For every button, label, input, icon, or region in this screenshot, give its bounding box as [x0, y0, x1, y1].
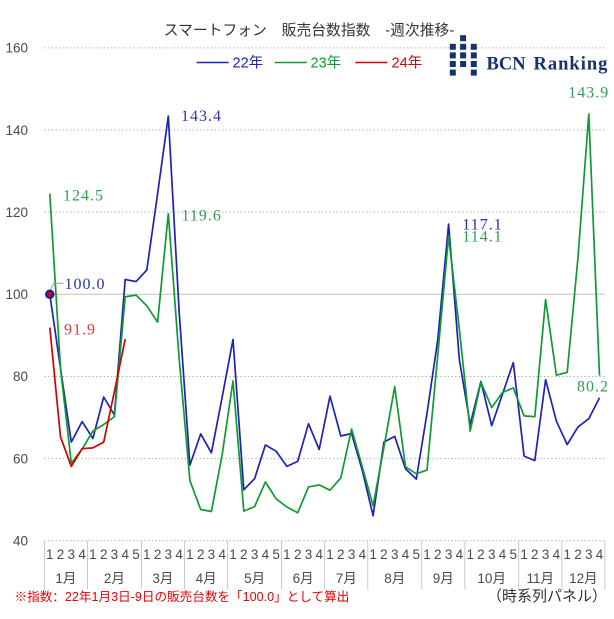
svg-text:4: 4 [218, 547, 226, 562]
svg-text:7月: 7月 [336, 571, 357, 586]
svg-text:23年: 23年 [311, 55, 342, 72]
svg-text:4: 4 [121, 547, 129, 562]
svg-text:100: 100 [5, 287, 28, 302]
svg-text:※指数：22年1月3日-9日の販売台数を「100.0」として: ※指数：22年1月3日-9日の販売台数を「100.0」として算出 [15, 589, 350, 604]
svg-text:8月: 8月 [384, 571, 405, 586]
svg-text:4: 4 [175, 547, 183, 562]
svg-text:スマートフォン 販売台数指数 -週次推移-: スマートフォン 販売台数指数 -週次推移- [164, 22, 455, 39]
svg-text:1: 1 [46, 547, 54, 562]
svg-text:4: 4 [78, 547, 86, 562]
svg-text:160: 160 [5, 41, 28, 56]
svg-text:3: 3 [542, 547, 550, 562]
svg-text:3: 3 [391, 547, 399, 562]
svg-text:4: 4 [359, 547, 367, 562]
svg-text:3: 3 [348, 547, 356, 562]
svg-text:1: 1 [229, 547, 237, 562]
svg-text:2月: 2月 [104, 571, 125, 586]
svg-text:11月: 11月 [526, 571, 554, 586]
svg-text:10月: 10月 [477, 571, 506, 586]
svg-text:3: 3 [305, 547, 313, 562]
svg-text:2: 2 [57, 547, 65, 562]
svg-text:1: 1 [466, 547, 474, 562]
svg-text:1: 1 [326, 547, 334, 562]
svg-text:1: 1 [89, 547, 97, 562]
svg-text:1月: 1月 [55, 571, 76, 586]
svg-text:BCN: BCN [487, 55, 527, 75]
svg-text:2: 2 [240, 547, 248, 562]
svg-text:1: 1 [423, 547, 431, 562]
svg-text:22年: 22年 [233, 55, 264, 72]
svg-text:4: 4 [402, 547, 410, 562]
svg-text:Ranking: Ranking [534, 55, 609, 75]
svg-text:2: 2 [380, 547, 388, 562]
svg-text:91.9: 91.9 [64, 322, 96, 339]
svg-text:2: 2 [477, 547, 485, 562]
svg-text:2: 2 [294, 547, 302, 562]
svg-text:5: 5 [413, 547, 421, 562]
svg-text:100.0: 100.0 [65, 276, 106, 293]
svg-text:5月: 5月 [244, 571, 265, 586]
svg-text:3: 3 [445, 547, 453, 562]
svg-text:2: 2 [197, 547, 205, 562]
svg-text:4: 4 [596, 547, 604, 562]
svg-text:4: 4 [315, 547, 323, 562]
svg-text:120: 120 [5, 205, 28, 220]
svg-text:3月: 3月 [152, 571, 173, 586]
svg-text:24年: 24年 [392, 55, 423, 72]
svg-text:1: 1 [283, 547, 291, 562]
svg-text:124.5: 124.5 [63, 187, 104, 204]
svg-text:5: 5 [272, 547, 280, 562]
svg-text:143.9: 143.9 [568, 85, 609, 102]
svg-text:2: 2 [434, 547, 442, 562]
svg-text:2: 2 [100, 547, 108, 562]
svg-text:5: 5 [132, 547, 140, 562]
svg-text:119.6: 119.6 [182, 208, 222, 225]
svg-text:60: 60 [13, 451, 28, 466]
svg-text:12月: 12月 [569, 571, 598, 586]
svg-text:6月: 6月 [293, 571, 314, 586]
svg-text:3: 3 [585, 547, 593, 562]
svg-text:3: 3 [488, 547, 496, 562]
svg-text:4: 4 [553, 547, 561, 562]
svg-text:5: 5 [510, 547, 518, 562]
svg-text:2: 2 [337, 547, 345, 562]
svg-text:4月: 4月 [196, 571, 217, 586]
svg-text:80.2: 80.2 [577, 379, 609, 396]
svg-text:4: 4 [262, 547, 270, 562]
svg-text:80: 80 [13, 369, 28, 384]
svg-text:9月: 9月 [433, 571, 454, 586]
svg-text:1: 1 [563, 547, 571, 562]
svg-text:2: 2 [574, 547, 582, 562]
svg-text:117.1: 117.1 [462, 216, 502, 233]
svg-text:1: 1 [143, 547, 151, 562]
svg-text:2: 2 [531, 547, 539, 562]
svg-text:（時系列パネル）: （時系列パネル） [487, 588, 607, 605]
svg-text:140: 140 [5, 123, 28, 138]
svg-text:40: 40 [13, 534, 28, 549]
svg-text:1: 1 [186, 547, 194, 562]
svg-text:1: 1 [369, 547, 377, 562]
svg-text:4: 4 [499, 547, 507, 562]
svg-text:3: 3 [111, 547, 119, 562]
svg-text:143.4: 143.4 [181, 108, 222, 125]
svg-text:3: 3 [68, 547, 76, 562]
svg-text:3: 3 [165, 547, 173, 562]
svg-text:114.1: 114.1 [462, 229, 502, 246]
svg-text:3: 3 [251, 547, 259, 562]
svg-text:2: 2 [154, 547, 162, 562]
svg-text:3: 3 [208, 547, 216, 562]
svg-text:4: 4 [456, 547, 464, 562]
svg-text:1: 1 [520, 547, 528, 562]
